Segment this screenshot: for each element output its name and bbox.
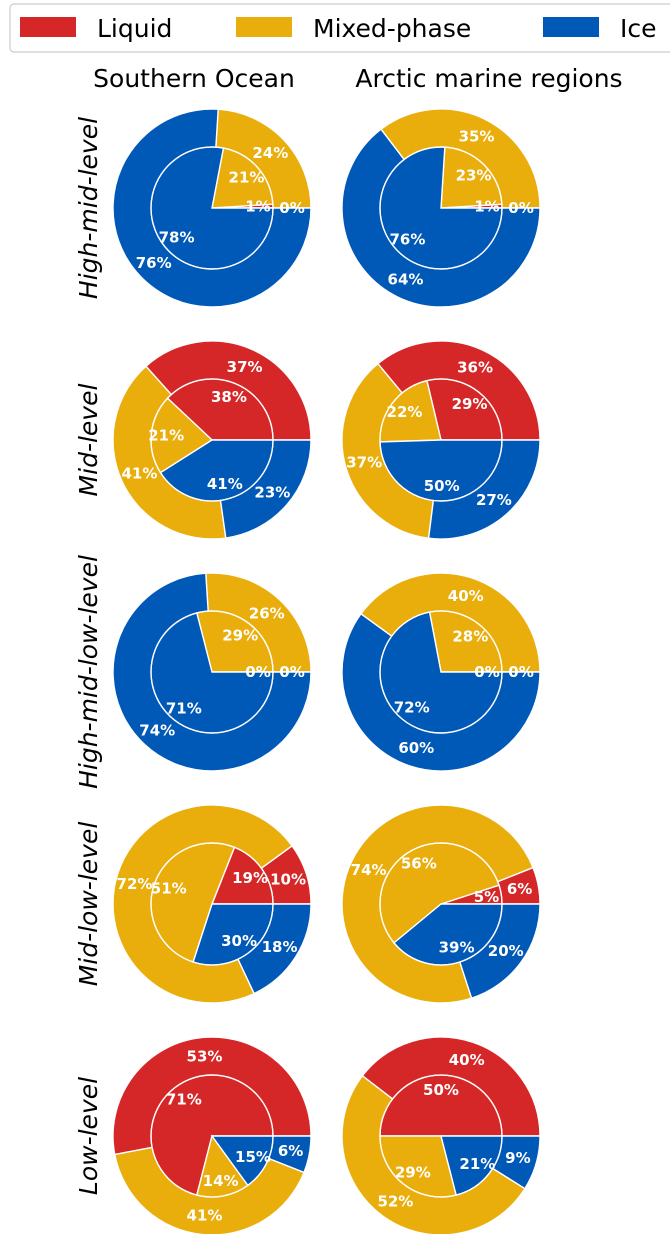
row-title-mid-level: Mid-level [74,384,103,497]
pie-high-mid-low-level-arctic-marine-regions: 0% 40% 60% 0% 28% 72% [341,572,541,772]
outer-label-liquid: 0% [279,663,304,681]
inner-label-liquid: 0% [245,663,270,681]
legend-swatch-ice [543,17,599,37]
ring-separator [150,378,274,502]
legend-swatch-mixed-phase [236,17,292,37]
legend-label-ice: Ice [620,14,657,43]
row-title-high-mid-low-level: High-mid-low-level [74,555,103,789]
ring-separator [379,610,503,734]
outer-label-liquid: 36% [457,359,493,377]
outer-label-liquid: 37% [227,358,263,376]
outer-label-mixed: 24% [252,144,288,162]
pie-high-mid-level-arctic-marine-regions: 0% 35% 64% 1% 23% 76% [341,108,541,308]
outer-label-ice: 27% [476,491,512,509]
outer-label-mixed: 37% [346,453,382,471]
inner-label-mixed: 28% [452,628,488,646]
ring-separator [379,1074,503,1198]
inner-label-ice: 39% [439,938,475,956]
ring-separator [379,378,503,502]
inner-label-ice: 21% [459,1155,495,1173]
outer-label-ice: 23% [254,483,290,501]
legend-swatch-liquid [20,17,76,37]
column-titles: Southern Ocean Arctic marine regions [93,64,622,93]
outer-label-ice: 64% [388,271,424,289]
pie-mid-low-level-arctic-marine-regions: 6% 74% 20% 5% 56% 39% [341,804,541,1004]
inner-label-liquid: 29% [452,395,488,413]
outer-label-liquid: 0% [279,199,304,217]
ring-separator [150,842,274,966]
inner-label-mixed: 23% [456,166,492,184]
inner-label-mixed: 21% [148,427,184,445]
pie-low-level-southern-ocean: 53% 41% 6% 71% 14% 15% [112,1036,312,1234]
row-titles: High-mid-level Mid-level High-mid-low-leve… [74,117,103,1195]
pie-grid: 0% 24% 76% 1% 21% 78% 0% 35% 64% 1% 23% 76% 37% 41% 23… [112,108,541,1234]
row-title-mid-low-level: Mid-low-level [74,822,103,987]
outer-label-mixed: 52% [377,1193,413,1211]
outer-label-mixed: 74% [351,861,387,879]
inner-label-mixed: 22% [387,403,423,421]
outer-label-liquid: 53% [187,1047,223,1065]
inner-label-ice: 72% [394,698,430,716]
ring-separator [150,146,274,270]
outer-label-mixed: 41% [122,465,158,483]
pie-mid-low-level-southern-ocean: 10% 72% 18% 19% 51% 30% [112,804,312,1004]
legend-label-liquid: Liquid [97,14,172,43]
ring-separator [379,842,503,966]
inner-label-mixed: 29% [395,1163,431,1181]
inner-label-ice: 78% [159,228,195,246]
row-title-low-level: Low-level [74,1077,103,1195]
pie-high-mid-low-level-southern-ocean: 0% 26% 74% 0% 29% 71% [112,572,312,772]
legend: Liquid Mixed-phase Ice [9,3,670,53]
inner-label-liquid: 0% [474,663,499,681]
outer-label-ice: 20% [488,942,524,960]
outer-label-liquid: 0% [508,199,533,217]
inner-label-ice: 30% [221,932,257,950]
outer-label-mixed: 72% [117,875,153,893]
inner-label-liquid: 19% [232,869,268,887]
ring-separator [379,146,503,270]
inner-label-mixed: 14% [203,1172,239,1190]
outer-label-mixed: 26% [249,605,285,623]
ring-separator [150,610,274,734]
outer-label-liquid: 40% [449,1051,485,1069]
outer-label-ice: 9% [505,1149,530,1167]
inner-label-liquid: 1% [245,198,270,216]
inner-label-mixed: 29% [222,627,258,645]
outer-label-ice: 74% [139,721,175,739]
inner-label-ice: 71% [166,699,202,717]
outer-label-mixed: 41% [187,1207,223,1225]
inner-label-ice: 15% [235,1148,271,1166]
outer-label-liquid: 0% [508,663,533,681]
column-title-southern-ocean: Southern Ocean [93,64,295,93]
inner-label-liquid: 38% [211,388,247,406]
column-title-arctic-marine-regions: Arctic marine regions [355,64,622,93]
pie-mid-level-arctic-marine-regions: 36% 37% 27% 29% 22% 50% [341,340,541,540]
legend-box [9,3,670,53]
legend-label-mixed-phase: Mixed-phase [313,14,471,43]
inner-label-mixed: 21% [229,169,265,187]
pie-high-mid-level-southern-ocean: 0% 24% 76% 1% 21% 78% [112,108,312,308]
inner-label-mixed: 56% [401,855,437,873]
pie-mid-level-southern-ocean: 37% 41% 23% 38% 21% 41% [112,340,312,540]
inner-label-liquid: 5% [474,888,499,906]
inner-label-ice: 41% [207,475,243,493]
ring-separator [150,1074,274,1198]
outer-label-liquid: 10% [270,870,306,888]
inner-label-liquid: 71% [166,1091,202,1109]
inner-label-liquid: 50% [423,1081,459,1099]
outer-label-ice: 76% [136,254,172,272]
outer-label-liquid: 6% [507,880,532,898]
outer-label-ice: 60% [398,739,434,757]
row-title-high-mid-level: High-mid-level [74,117,103,299]
outer-label-ice: 18% [262,938,298,956]
outer-label-ice: 6% [278,1142,303,1160]
outer-label-mixed: 35% [459,127,495,145]
inner-label-liquid: 1% [474,198,499,216]
outer-label-mixed: 40% [448,587,484,605]
inner-label-ice: 50% [424,477,460,495]
inner-label-ice: 76% [390,230,426,248]
inner-label-mixed: 51% [151,879,187,897]
pie-low-level-arctic-marine-regions: 40% 52% 9% 50% 29% 21% [341,1036,541,1234]
